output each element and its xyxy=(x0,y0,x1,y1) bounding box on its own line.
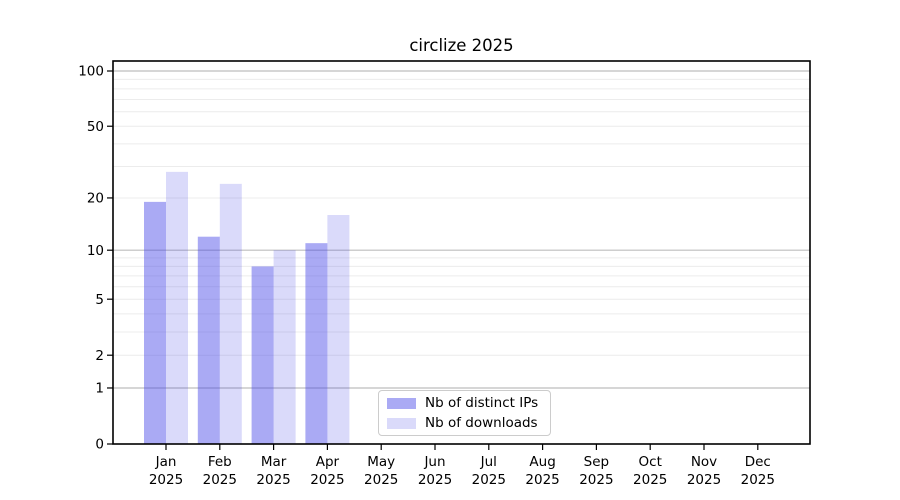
chart-title: circlize 2025 xyxy=(409,36,514,55)
x-tick-label-year: 2025 xyxy=(633,472,667,488)
bar-distinct-ips-apr xyxy=(305,243,328,444)
y-tick-label: 50 xyxy=(87,119,104,135)
x-tick-label-month: Nov xyxy=(691,454,717,470)
x-tick-label-month: Jan xyxy=(155,454,177,470)
x-tick-label-month: Jul xyxy=(480,454,497,470)
legend-swatch-distinct-ips xyxy=(387,397,416,409)
x-tick-label-year: 2025 xyxy=(687,472,721,488)
x-tick-label-month: Aug xyxy=(529,454,555,470)
x-tick-label-year: 2025 xyxy=(579,472,613,488)
bar-distinct-ips-mar xyxy=(251,266,274,444)
x-tick-label-month: Jun xyxy=(423,454,445,470)
x-tick-label-month: Feb xyxy=(208,454,232,470)
x-tick-label-month: Oct xyxy=(639,454,662,470)
y-tick-label: 1 xyxy=(95,381,104,397)
x-tick-label-year: 2025 xyxy=(472,472,506,488)
x-tick-label-month: May xyxy=(367,454,395,470)
x-tick-label-year: 2025 xyxy=(741,472,775,488)
x-tick-label-year: 2025 xyxy=(310,472,344,488)
y-tick-label: 100 xyxy=(78,64,104,80)
x-tick-label-month: Dec xyxy=(745,454,771,470)
legend-label-distinct-ips: Nb of distinct IPs xyxy=(425,395,539,411)
legend-item-distinct-ips: Nb of distinct IPs xyxy=(387,395,538,411)
legend-item-downloads: Nb of downloads xyxy=(387,415,538,431)
x-tick-label-year: 2025 xyxy=(364,472,398,488)
x-tick-label-year: 2025 xyxy=(525,472,559,488)
x-tick-label-month: Sep xyxy=(584,454,609,470)
plot-frame xyxy=(112,60,811,445)
y-tick-label: 10 xyxy=(87,243,104,259)
x-tick-label-year: 2025 xyxy=(418,472,452,488)
y-tick-label: 2 xyxy=(95,348,104,364)
chart-legend: Nb of distinct IPs Nb of downloads xyxy=(378,390,552,436)
x-tick-label-month: Mar xyxy=(261,454,287,470)
x-tick-label-year: 2025 xyxy=(203,472,237,488)
bar-downloads-feb xyxy=(219,183,242,444)
legend-label-downloads: Nb of downloads xyxy=(425,415,538,431)
bar-downloads-mar xyxy=(273,250,296,444)
legend-swatch-downloads xyxy=(387,417,416,429)
x-tick-label-year: 2025 xyxy=(149,472,183,488)
y-tick-label: 20 xyxy=(87,191,104,207)
bar-distinct-ips-feb xyxy=(197,236,220,444)
x-tick-label-year: 2025 xyxy=(256,472,290,488)
x-tick-label-month: Apr xyxy=(316,454,340,470)
bar-distinct-ips-jan xyxy=(144,201,166,444)
y-tick-label: 5 xyxy=(95,292,104,308)
bar-downloads-apr xyxy=(327,215,350,444)
y-tick-label: 0 xyxy=(95,437,104,453)
bar-downloads-jan xyxy=(166,171,188,444)
